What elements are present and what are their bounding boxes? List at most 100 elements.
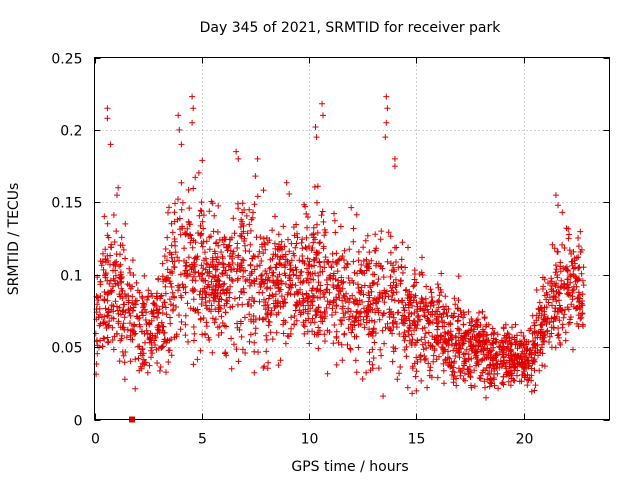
data-point [489,325,496,332]
y-tick-label: 0 [74,414,83,430]
data-point [363,319,370,326]
data-point [405,332,412,338]
data-point [94,350,101,357]
data-point [429,311,436,318]
data-point [157,364,164,370]
data-point [309,328,316,335]
data-point [252,253,258,260]
data-point [331,322,338,328]
data-point [341,247,348,254]
data-point [393,259,399,265]
data-point [280,300,287,307]
data-point [491,371,498,378]
data-point [473,362,479,369]
data-point [190,273,197,280]
data-point [163,277,170,283]
data-point [435,297,442,304]
data-point [190,361,197,368]
data-point [434,299,441,306]
data-point [161,253,168,260]
data-point [350,225,357,232]
data-point [459,341,466,348]
data-point [525,377,532,384]
x-tick-label: 5 [198,432,207,448]
data-point [200,212,207,219]
data-point [159,303,166,310]
data-point [194,356,201,363]
data-point [509,324,515,331]
data-point [273,277,280,284]
data-point [389,292,396,299]
data-point [246,296,253,303]
data-point [287,277,293,284]
data-point [242,267,249,274]
data-point [182,283,189,290]
data-point [570,265,577,272]
data-point [105,289,112,296]
data-point [168,242,175,249]
data-point [228,335,235,342]
data-point [567,271,573,278]
data-point [175,196,181,203]
data-point [314,199,320,206]
data-point [246,282,253,289]
data-point [150,313,157,320]
data-point [536,299,543,306]
data-point [288,240,295,247]
data-point [321,232,328,239]
data-point [234,301,241,308]
data-point [413,279,420,286]
data-point [206,246,213,253]
data-point [138,328,145,335]
data-point [559,324,566,331]
data-point [394,376,401,383]
data-point [306,340,313,347]
data-point [177,326,184,333]
data-point [223,323,229,330]
data-point [214,229,221,235]
data-point [401,313,408,320]
data-point [543,319,550,325]
data-point [235,252,242,259]
data-point [238,333,245,340]
data-point [205,281,212,288]
data-point [577,249,584,255]
data-point [195,169,202,176]
data-point [397,364,404,370]
data-point [148,347,154,354]
data-point [278,238,285,245]
data-point [491,329,498,336]
data-point [115,310,122,317]
data-point [149,293,156,299]
data-point [308,263,315,270]
data-point [384,320,391,327]
data-point [248,302,255,309]
data-point [159,327,166,334]
data-point [308,287,315,294]
data-point [151,301,158,308]
data-point [465,356,472,363]
data-point [122,220,129,227]
data-point [104,232,111,239]
data-point [435,284,442,291]
data-point [498,363,505,370]
data-point [171,236,178,242]
data-point [200,315,207,321]
data-point [528,388,535,395]
data-point [148,317,155,324]
data-point [503,345,510,352]
data-point [269,272,276,279]
data-point [506,371,513,378]
data-point [278,278,284,284]
data-point [190,185,197,192]
data-point [487,379,493,386]
data-point [329,305,336,312]
data-point [182,312,189,319]
data-point [104,105,111,112]
data-point [338,341,345,348]
data-point [252,316,259,323]
data-point [324,370,331,377]
data-point [251,369,258,376]
data-point [102,256,109,263]
data-point [222,350,228,357]
